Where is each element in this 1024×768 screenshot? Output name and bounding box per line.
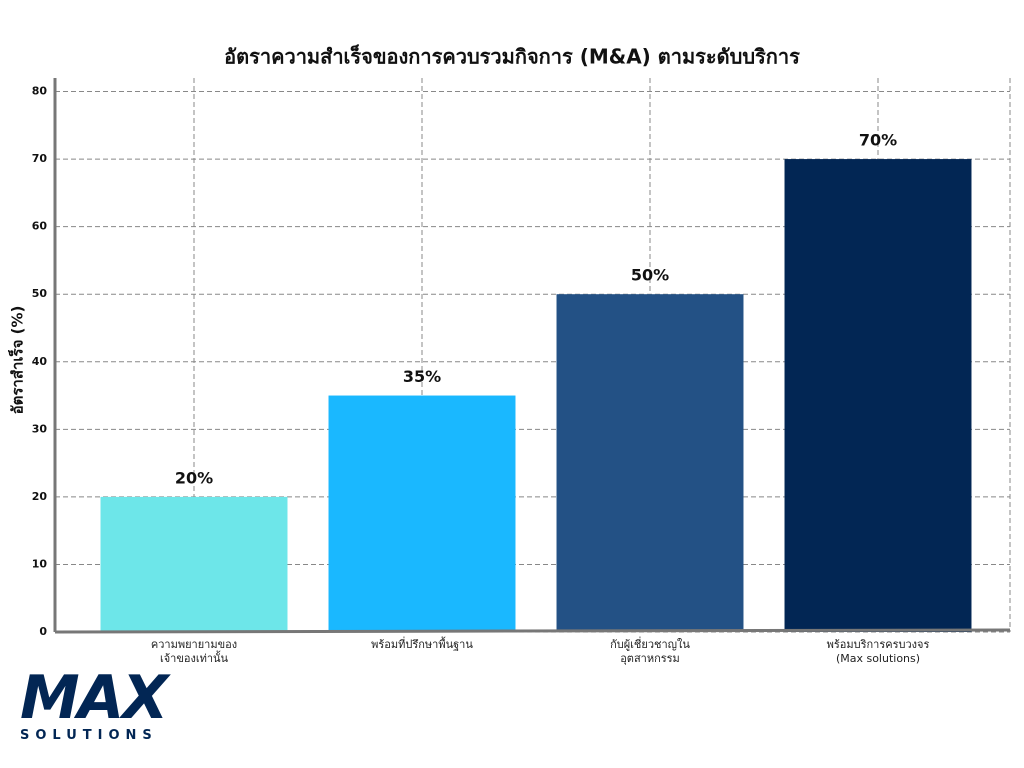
- x-tick-label: พร้อมบริการครบวงจร (Max solutions): [826, 638, 930, 665]
- y-tick-label: 40: [32, 355, 48, 368]
- y-tick-label: 80: [32, 85, 48, 98]
- y-tick-label: 60: [32, 220, 48, 233]
- y-axis-label: อัตราสำเร็จ (%): [8, 306, 27, 415]
- bar: [328, 395, 516, 632]
- y-tick-label: 20: [32, 490, 48, 503]
- data-label: 50%: [631, 266, 669, 285]
- data-label: 20%: [175, 468, 213, 487]
- x-tick-label: ความพยายามของ เจ้าของเท่านั้น: [150, 638, 238, 665]
- bar: [784, 159, 972, 632]
- x-axis: [54, 628, 1011, 634]
- x-tick-label: กับผู้เชี่ยวชาญใน อุตสาหกรรม: [610, 638, 690, 665]
- bar: [100, 496, 288, 632]
- y-tick-label: 0: [39, 625, 47, 638]
- y-tick-label: 30: [32, 422, 48, 435]
- chart-title: อัตราความสำเร็จของการควบรวมกิจการ (M&A) …: [224, 44, 800, 69]
- logo: MAX SOLUTIONS: [20, 663, 168, 743]
- x-tick-label: พร้อมที่ปรึกษาพื้นฐาน: [371, 638, 473, 651]
- y-tick-label: 10: [32, 557, 48, 570]
- logo-subtext: SOLUTIONS: [20, 728, 158, 743]
- data-label: 35%: [403, 367, 441, 386]
- y-tick-label: 50: [32, 287, 48, 300]
- logo-text: MAX: [20, 663, 168, 733]
- data-label: 70%: [859, 131, 897, 150]
- bar: [556, 294, 744, 632]
- y-tick-label: 70: [32, 152, 48, 165]
